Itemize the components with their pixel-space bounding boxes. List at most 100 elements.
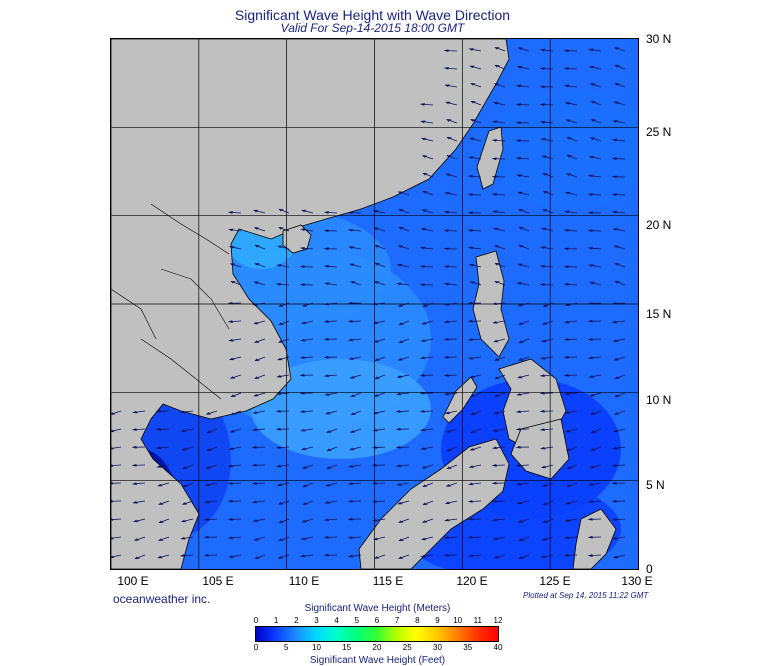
wave-direction-arrow <box>611 138 626 142</box>
wave-direction-arrow <box>421 209 434 214</box>
wave-direction-arrow <box>590 428 602 434</box>
wave-direction-arrow <box>491 157 506 161</box>
wave-direction-arrow <box>443 282 458 286</box>
wave-direction-arrow <box>468 374 482 379</box>
wave-direction-arrow <box>515 410 530 414</box>
credit-text: oceanweather inc. <box>113 592 211 606</box>
wave-direction-arrow <box>539 428 554 431</box>
wave-direction-arrow <box>299 265 314 269</box>
wave-direction-arrow <box>467 554 482 558</box>
wave-direction-arrow <box>443 374 458 377</box>
wave-direction-arrow <box>518 536 530 542</box>
wave-direction-arrow <box>131 463 146 467</box>
wave-direction-arrow <box>491 175 506 179</box>
wave-direction-arrow <box>180 536 194 540</box>
wave-direction-arrow <box>278 518 290 524</box>
wave-direction-arrow <box>349 446 362 451</box>
wave-direction-arrow <box>611 320 626 324</box>
wave-direction-arrow <box>419 246 434 250</box>
wave-direction-arrow <box>420 120 434 124</box>
wave-direction-arrow <box>254 263 266 268</box>
wave-direction-arrow <box>373 281 386 286</box>
wave-direction-arrow <box>251 428 266 432</box>
wave-direction-arrow <box>540 464 554 469</box>
wave-direction-arrow <box>323 536 338 539</box>
colorbar-meters-tick: 1 <box>273 616 279 625</box>
wave-direction-arrow <box>611 175 626 179</box>
wave-direction-arrow <box>155 446 170 450</box>
wave-direction-arrow <box>203 553 218 557</box>
wave-direction-arrow <box>302 500 314 505</box>
wave-direction-arrow <box>494 392 506 397</box>
wave-direction-arrow <box>541 227 554 232</box>
wave-direction-arrow <box>158 536 170 541</box>
colorbar-feet-tick: 15 <box>342 643 352 652</box>
wave-direction-arrow <box>515 139 530 143</box>
wave-direction-arrow <box>229 263 242 268</box>
wave-direction-arrow <box>300 446 314 451</box>
wave-direction-arrow <box>133 518 146 523</box>
wave-direction-arrow <box>518 338 530 344</box>
wave-direction-arrow <box>588 156 602 160</box>
wave-direction-arrow <box>179 410 194 414</box>
wave-direction-arrow <box>493 245 506 250</box>
wave-direction-arrow <box>566 154 578 160</box>
wave-direction-arrow <box>251 463 266 467</box>
wave-direction-arrow <box>469 392 482 397</box>
wave-direction-arrow <box>396 482 410 486</box>
wave-direction-arrow <box>492 210 506 214</box>
wave-direction-arrow <box>422 302 434 307</box>
wave-direction-arrow <box>611 302 626 305</box>
wave-direction-arrow <box>203 535 218 539</box>
wave-direction-arrow <box>613 356 626 361</box>
wave-direction-arrow <box>614 280 626 286</box>
wave-direction-arrow <box>446 446 458 452</box>
wave-direction-arrow <box>467 338 482 341</box>
wave-direction-arrow <box>227 499 242 503</box>
wave-direction-arrow <box>349 374 362 379</box>
colorbar-feet-tick: 35 <box>463 643 473 652</box>
wave-direction-arrow <box>227 482 242 485</box>
wave-direction-arrow <box>492 536 506 540</box>
wave-direction-arrow <box>563 338 578 341</box>
wave-direction-arrow <box>111 518 122 521</box>
wave-direction-arrow <box>467 174 482 178</box>
wave-direction-arrow <box>590 118 602 124</box>
wave-direction-arrow <box>588 374 602 378</box>
wave-direction-arrow <box>347 301 362 305</box>
wave-direction-arrow <box>300 320 314 325</box>
wave-direction-arrow <box>494 281 506 286</box>
wave-direction-arrow <box>470 119 482 124</box>
wave-direction-arrow <box>420 554 434 558</box>
wave-direction-arrow <box>612 338 626 342</box>
wave-direction-arrow <box>325 482 338 487</box>
wave-direction-arrow <box>419 103 434 106</box>
hainan-island <box>282 224 312 254</box>
lat-label-20: 20 N <box>646 218 672 232</box>
wave-direction-arrow <box>227 301 242 305</box>
wave-direction-arrow <box>590 410 602 415</box>
wave-direction-arrow <box>398 338 410 344</box>
wave-direction-arrow <box>517 263 530 268</box>
wave-direction-arrow <box>563 373 578 377</box>
wave-direction-arrow <box>563 554 578 557</box>
wave-direction-arrow <box>275 409 290 413</box>
wave-direction-arrow <box>539 409 554 413</box>
wave-direction-arrow <box>565 500 578 505</box>
wave-direction-arrow <box>398 320 410 326</box>
wave-direction-arrow <box>373 227 386 232</box>
wave-direction-arrow <box>372 410 386 415</box>
wave-direction-arrow <box>612 428 626 433</box>
wave-direction-arrow <box>611 481 626 485</box>
lon-label-125: 125 E <box>539 574 571 588</box>
wave-direction-arrow <box>324 500 338 504</box>
wave-direction-arrow <box>419 410 434 413</box>
wave-direction-arrow <box>396 374 410 378</box>
wave-direction-arrow <box>422 172 434 178</box>
wave-direction-arrow <box>588 65 602 70</box>
wave-direction-arrow <box>323 553 338 557</box>
wave-direction-arrow <box>347 211 362 215</box>
wave-direction-arrow <box>539 67 554 70</box>
wave-direction-arrow <box>253 320 266 325</box>
colorbar-meters-tick: 7 <box>394 616 400 625</box>
